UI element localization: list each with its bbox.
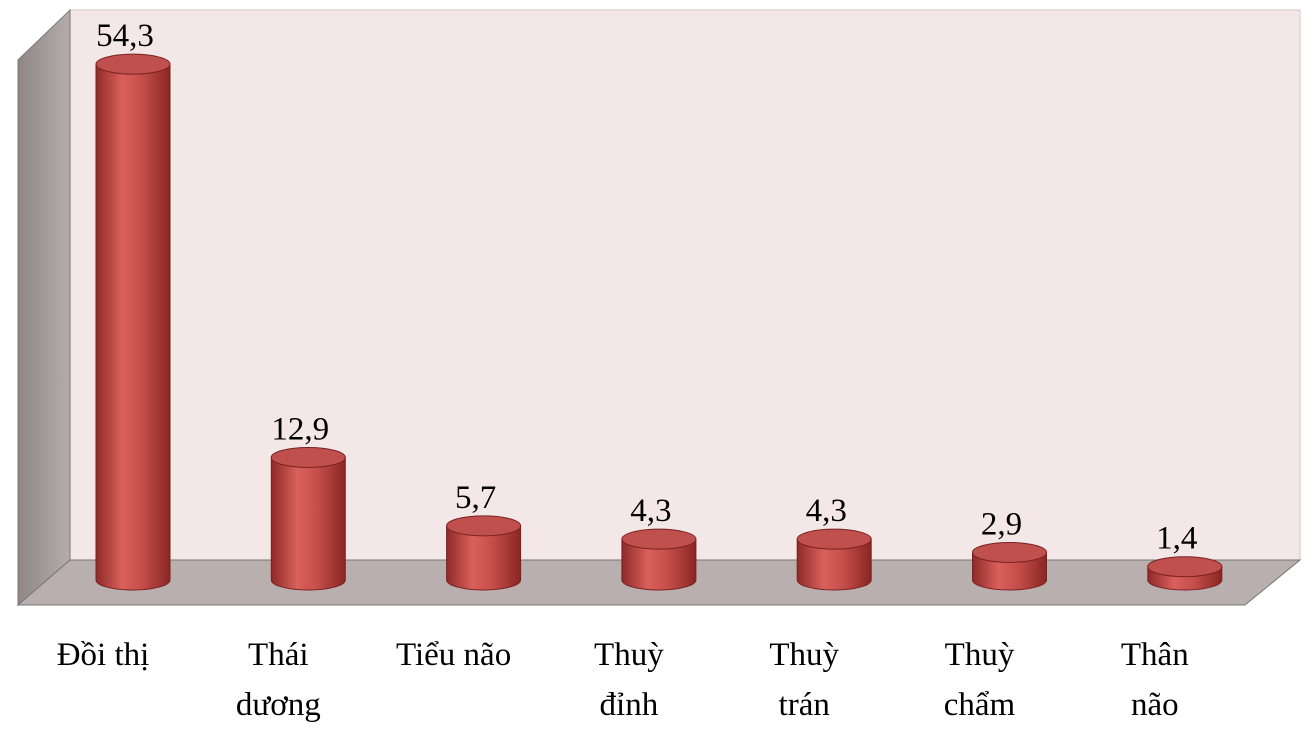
x-tick-label: Tiểu não: [395, 637, 512, 673]
bar-top: [972, 541, 1047, 563]
x-tick-label: Thân não: [1120, 637, 1189, 723]
bar: [972, 551, 1047, 591]
bar: [796, 538, 872, 591]
back-wall: [69, 9, 1301, 561]
x-tick-label: Thuỳ chẩm: [943, 637, 1016, 723]
value-label: 54,3: [96, 18, 154, 54]
x-tick-label: Đồi thị: [56, 637, 150, 673]
bar-top: [621, 528, 697, 550]
bar-top: [270, 446, 346, 468]
x-tick-label: Thuỳ trán: [769, 637, 840, 723]
value-label: 5,7: [455, 480, 496, 516]
bar-top: [446, 515, 522, 537]
value-label: 12,9: [271, 411, 329, 447]
bar: [446, 525, 522, 591]
value-label: 1,4: [1156, 521, 1197, 557]
bar-top: [796, 528, 872, 550]
x-tick-label: Thái dương: [235, 637, 321, 723]
side-wall: [17, 8, 71, 607]
value-label: 4,3: [630, 493, 671, 529]
value-label: 2,9: [981, 506, 1022, 542]
value-label: 4,3: [806, 493, 847, 529]
bar: [270, 456, 346, 591]
bar: [95, 63, 171, 591]
bar-top: [95, 53, 171, 75]
bar: [621, 538, 697, 591]
bar-top: [1147, 556, 1223, 578]
x-tick-label: Thuỳ đỉnh: [594, 637, 664, 723]
